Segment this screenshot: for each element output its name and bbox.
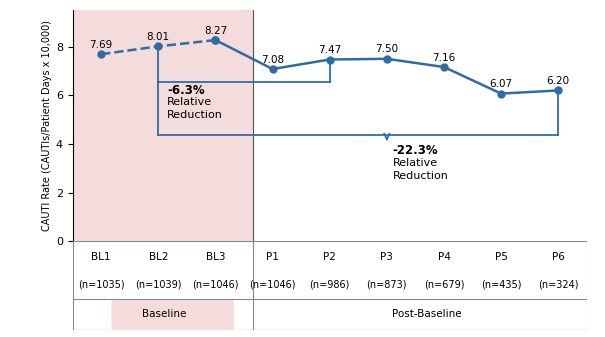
Text: 8.01: 8.01: [147, 32, 170, 42]
Text: 8.27: 8.27: [204, 26, 227, 36]
Text: P4: P4: [437, 252, 451, 262]
Text: 7.69: 7.69: [90, 40, 113, 50]
Text: Relative
Reduction: Relative Reduction: [167, 97, 223, 120]
Text: (n=435): (n=435): [481, 279, 522, 289]
Text: 6.07: 6.07: [489, 79, 512, 89]
Text: 6.20: 6.20: [547, 76, 570, 86]
Text: Relative
Reduction: Relative Reduction: [393, 158, 448, 181]
Text: P2: P2: [323, 252, 336, 262]
FancyBboxPatch shape: [73, 241, 587, 330]
Text: BL3: BL3: [206, 252, 225, 262]
Text: P5: P5: [495, 252, 508, 262]
Text: (n=324): (n=324): [538, 279, 578, 289]
Text: 7.08: 7.08: [261, 55, 284, 65]
Text: (n=986): (n=986): [310, 279, 350, 289]
Text: -22.3%: -22.3%: [393, 144, 438, 157]
Text: (n=1035): (n=1035): [78, 279, 125, 289]
FancyBboxPatch shape: [111, 300, 234, 330]
Bar: [73, 10, 252, 241]
Y-axis label: CAUTI Rate (CAUTIs/Patient Days x 10,000): CAUTI Rate (CAUTIs/Patient Days x 10,000…: [42, 20, 51, 231]
Text: BL2: BL2: [149, 252, 168, 262]
Text: (n=873): (n=873): [367, 279, 407, 289]
Text: P6: P6: [552, 252, 564, 262]
Text: P1: P1: [266, 252, 279, 262]
Text: (n=1039): (n=1039): [135, 279, 182, 289]
Text: BL1: BL1: [91, 252, 111, 262]
Text: (n=1046): (n=1046): [249, 279, 296, 289]
Text: Post-Baseline: Post-Baseline: [392, 309, 462, 319]
Text: P3: P3: [381, 252, 393, 262]
Text: 7.16: 7.16: [433, 53, 456, 63]
Text: (n=679): (n=679): [424, 279, 464, 289]
Text: 7.47: 7.47: [318, 45, 341, 55]
Text: (n=1046): (n=1046): [192, 279, 239, 289]
Text: 7.50: 7.50: [375, 44, 399, 54]
Text: -6.3%: -6.3%: [167, 84, 204, 97]
Text: Baseline: Baseline: [142, 309, 186, 319]
